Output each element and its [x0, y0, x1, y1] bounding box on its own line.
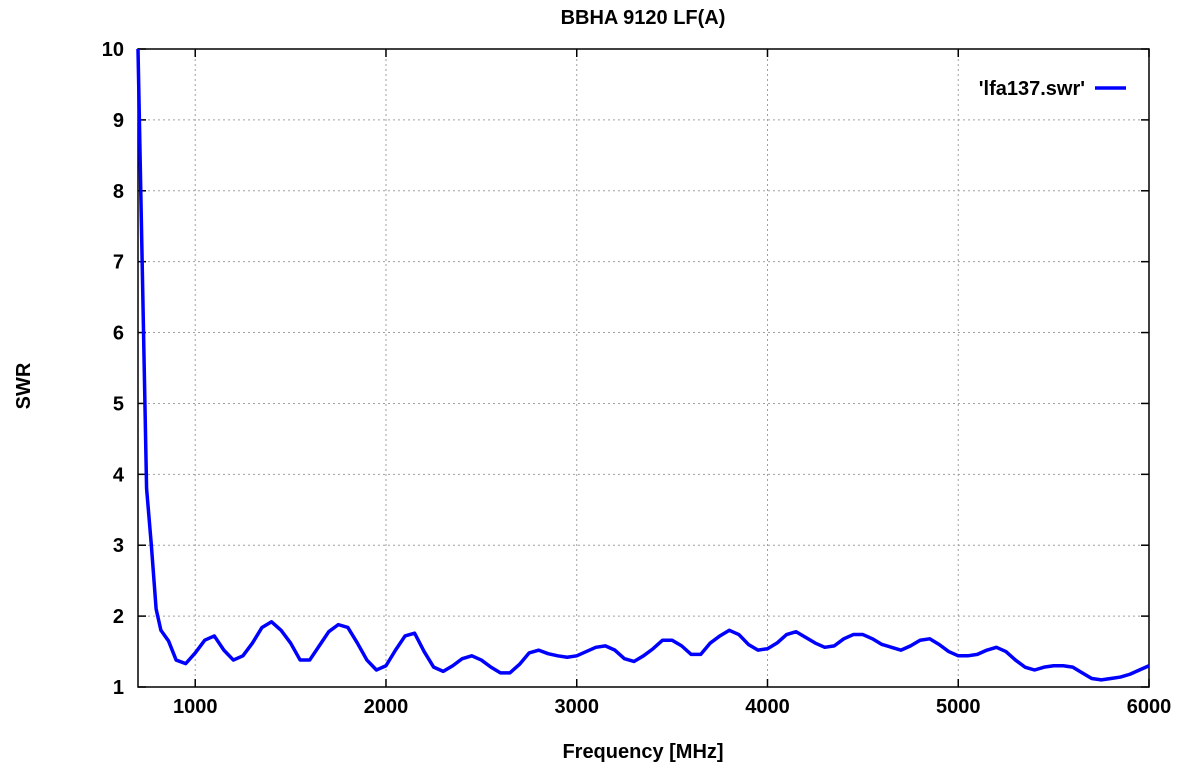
y-tick-label: 1 — [113, 677, 124, 699]
y-tick-label: 5 — [113, 393, 124, 415]
y-tick-label: 9 — [113, 110, 124, 132]
y-tick-label: 10 — [102, 39, 124, 61]
x-tick-label: 2000 — [364, 696, 409, 718]
grid-lines — [138, 49, 1149, 687]
x-tick-label: 4000 — [745, 696, 790, 718]
y-tick-label: 7 — [113, 252, 124, 274]
y-tick-label: 4 — [113, 464, 125, 486]
plot-frame — [137, 48, 1150, 688]
x-tick-label: 1000 — [173, 696, 218, 718]
x-tick-labels: 1000 2000 3000 4000 5000 6000 — [173, 696, 1171, 718]
x-axis-label: Frequency [MHz] — [562, 741, 723, 763]
tick-marks — [138, 48, 1150, 688]
y-tick-label: 8 — [113, 181, 124, 203]
x-tick-label: 3000 — [554, 696, 599, 718]
y-tick-label: 2 — [113, 606, 124, 628]
series-line-lfa137 — [136, 48, 1150, 682]
x-tick-label: 5000 — [936, 696, 981, 718]
chart-title: BBHA 9120 LF(A) — [561, 7, 726, 29]
y-tick-labels: 1 2 3 4 5 6 7 8 9 10 — [102, 39, 125, 699]
y-tick-label: 3 — [113, 535, 124, 557]
x-tick-label: 6000 — [1127, 696, 1172, 718]
legend: 'lfa137.swr' — [979, 78, 1126, 100]
y-axis-label: SWR — [13, 362, 35, 409]
legend-label: 'lfa137.swr' — [979, 78, 1085, 100]
y-tick-label: 6 — [113, 323, 124, 345]
